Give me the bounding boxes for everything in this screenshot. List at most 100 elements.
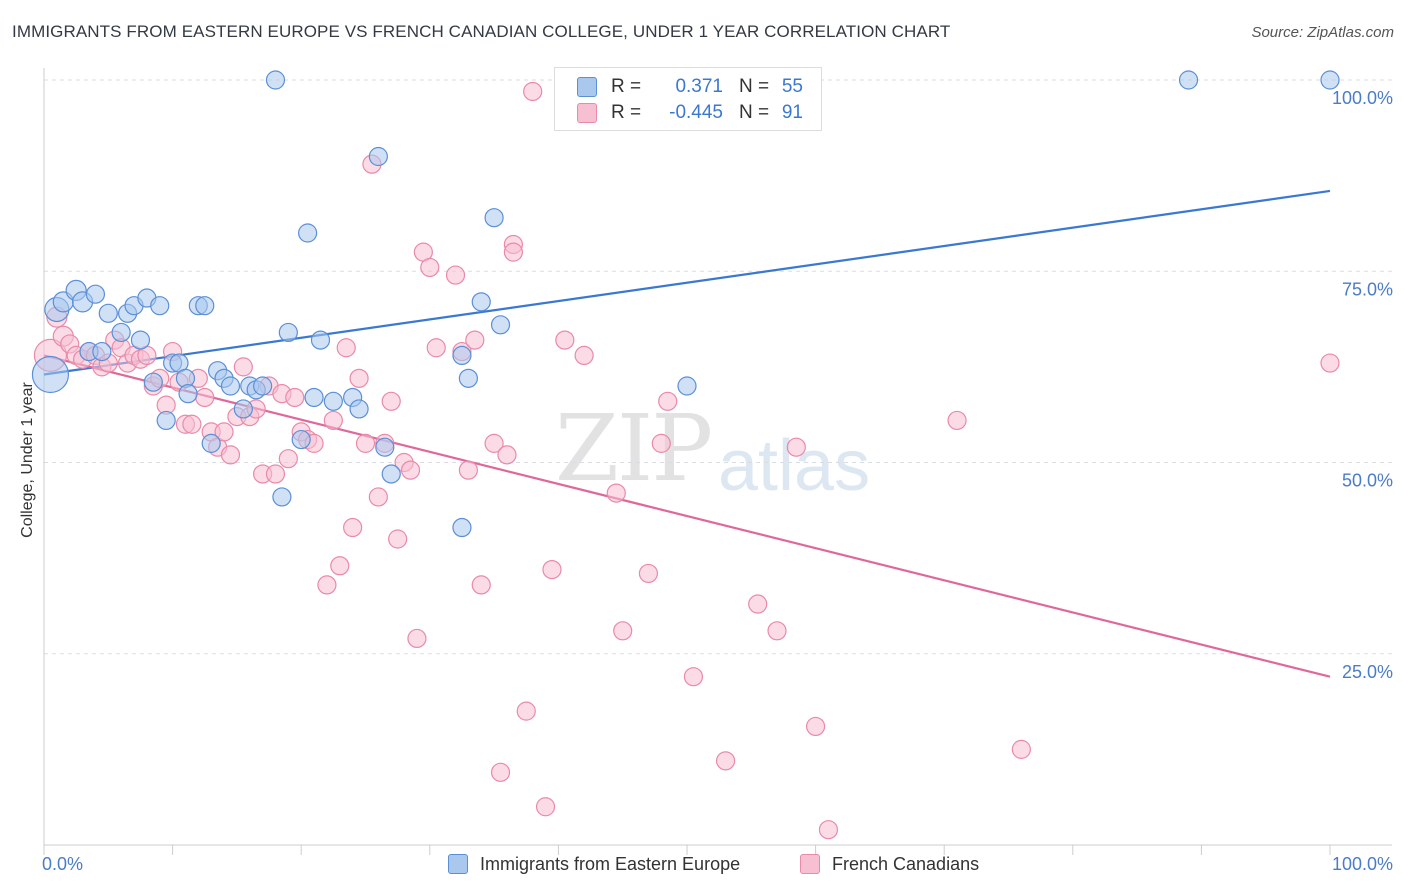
point-french-canadians [947, 410, 967, 431]
point-french-canadians [265, 464, 286, 484]
point-eastern-europe [1178, 70, 1199, 90]
point-french-canadians [381, 391, 401, 411]
y-tick-label: 25.0% [1342, 662, 1393, 682]
tick-labels: 25.0% 50.0% 75.0% 100.0% 0.0% 100.0% [42, 88, 1393, 874]
point-french-canadians [535, 797, 556, 817]
point-french-canadians [490, 762, 511, 782]
point-french-canadians [715, 751, 736, 771]
point-eastern-europe [220, 376, 241, 396]
point-french-canadians [426, 338, 446, 358]
point-french-canadians [323, 410, 343, 431]
point-french-canadians [278, 449, 298, 469]
point-eastern-europe [291, 429, 311, 450]
point-french-canadians [767, 621, 787, 641]
point-eastern-europe [452, 345, 472, 365]
point-eastern-europe [298, 223, 318, 243]
point-french-canadians [606, 483, 626, 503]
point-eastern-europe [130, 330, 151, 350]
n-value: 55 [781, 76, 803, 97]
point-eastern-europe [278, 322, 298, 343]
point-eastern-europe [381, 464, 401, 484]
point-eastern-europe [253, 376, 273, 396]
point-eastern-europe [458, 368, 478, 388]
data-points [31, 70, 1340, 840]
point-french-canadians [445, 265, 466, 285]
point-french-canadians [651, 433, 671, 453]
point-french-canadians [516, 701, 536, 721]
point-eastern-europe [98, 303, 118, 323]
point-french-canadians [214, 422, 234, 442]
point-eastern-europe [178, 384, 198, 404]
point-french-canadians [420, 257, 440, 278]
point-french-canadians [786, 437, 806, 457]
point-french-canadians [458, 460, 478, 480]
point-eastern-europe [111, 322, 131, 343]
legend-row-eastern-europe: R = 0.371 N = 55 [577, 75, 803, 99]
point-french-canadians [330, 556, 350, 576]
r-label: R = [611, 102, 642, 123]
point-french-canadians [574, 345, 594, 365]
point-eastern-europe [349, 399, 369, 419]
point-eastern-europe [92, 341, 112, 362]
point-eastern-europe [156, 410, 176, 431]
point-french-canadians [182, 414, 202, 434]
point-french-canadians [748, 594, 768, 614]
point-eastern-europe [677, 376, 697, 396]
y-tick-label: 50.0% [1342, 471, 1393, 491]
point-french-canadians [471, 575, 491, 595]
point-french-canadians [349, 368, 369, 388]
watermark-zip: ZIP [555, 395, 713, 502]
point-french-canadians [368, 487, 388, 507]
source-credit: Source: ZipAtlas.com [1251, 24, 1394, 41]
y-axis-label: College, Under 1 year [19, 382, 36, 538]
point-eastern-europe [201, 433, 221, 453]
point-french-canadians [400, 460, 421, 480]
point-eastern-europe [143, 372, 163, 392]
point-eastern-europe [233, 399, 253, 419]
point-french-canadians [336, 338, 356, 358]
point-french-canadians [638, 563, 659, 584]
chart-title: IMMIGRANTS FROM EASTERN EUROPE VS FRENCH… [12, 22, 951, 41]
legend-row-french-canadians: R = -0.445 N = 91 [577, 101, 803, 125]
point-eastern-europe [323, 391, 343, 411]
r-value: -0.445 [669, 102, 723, 123]
point-eastern-europe [490, 315, 511, 335]
point-french-canadians [683, 667, 704, 687]
series-name: French Canadians [832, 853, 980, 874]
point-french-canadians [388, 529, 408, 549]
point-french-canadians [343, 517, 363, 538]
point-eastern-europe [310, 330, 331, 350]
legend-item-french-canadians: French Canadians [800, 852, 979, 876]
point-french-canadians [465, 330, 485, 350]
point-french-canadians [355, 433, 376, 453]
pink-swatch [577, 103, 597, 123]
y-tick-label: 75.0% [1342, 279, 1393, 299]
point-french-canadians [523, 81, 543, 102]
blue-swatch [448, 854, 468, 874]
point-french-canadians [497, 445, 517, 465]
point-french-canadians [195, 387, 215, 408]
point-french-canadians [658, 391, 678, 411]
r-label: R = [611, 76, 642, 97]
point-french-canadians [555, 330, 575, 350]
r-value: 0.371 [675, 76, 723, 97]
point-eastern-europe [484, 208, 504, 228]
point-eastern-europe [195, 296, 215, 316]
point-french-canadians [233, 357, 253, 377]
point-french-canadians [503, 242, 523, 262]
point-eastern-europe [272, 487, 292, 507]
series-name: Immigrants from Eastern Europe [480, 853, 741, 874]
trend-lines [43, 189, 1331, 678]
n-label: N = [739, 76, 770, 97]
point-french-canadians [484, 433, 504, 453]
point-eastern-europe [265, 70, 286, 90]
axes [43, 68, 1392, 855]
point-eastern-europe [452, 517, 472, 538]
point-french-canadians [1320, 353, 1340, 373]
x-tick-label: 0.0% [42, 854, 83, 874]
point-eastern-europe [150, 296, 170, 316]
correlation-legend: R = 0.371 N = 55 R = -0.445 N = 91 [554, 67, 822, 131]
blue-swatch [577, 77, 597, 97]
point-french-canadians [1011, 739, 1031, 759]
